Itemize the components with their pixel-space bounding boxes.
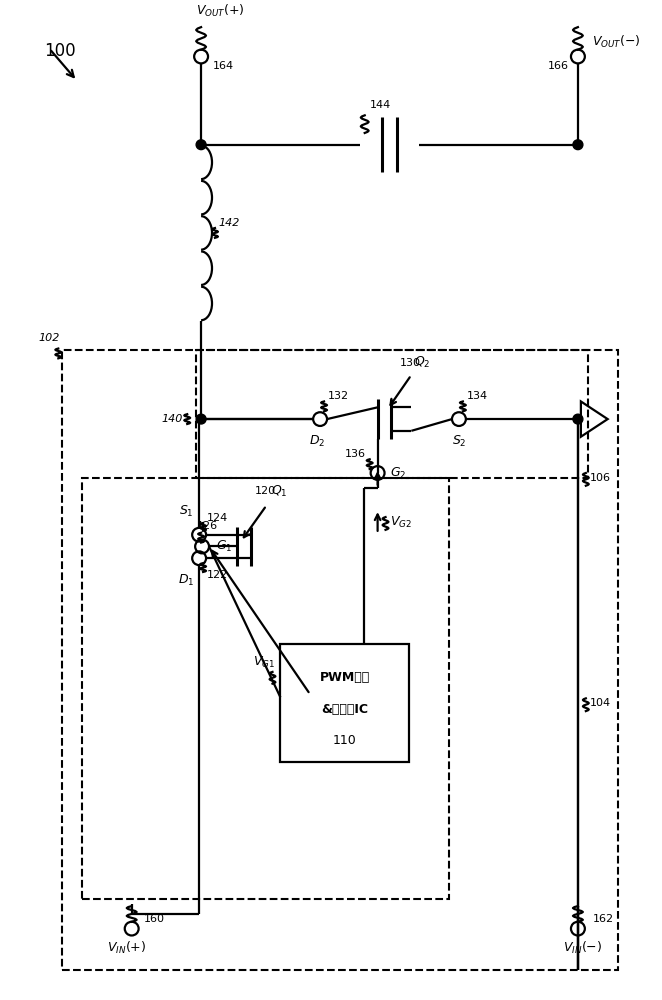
Circle shape — [196, 414, 206, 424]
Text: 136: 136 — [345, 449, 365, 459]
Text: $V_{IN}(+)$: $V_{IN}(+)$ — [107, 940, 146, 956]
Text: 124: 124 — [207, 513, 228, 523]
Bar — [62, 350, 618, 970]
Text: 130: 130 — [399, 358, 420, 368]
Text: 140: 140 — [162, 414, 183, 424]
Text: 122: 122 — [207, 570, 228, 580]
Text: 164: 164 — [213, 61, 234, 71]
Text: $G_1$: $G_1$ — [216, 539, 232, 554]
Text: 134: 134 — [467, 391, 488, 401]
Text: 126: 126 — [197, 521, 218, 531]
Bar — [82, 478, 449, 899]
Bar — [281, 644, 409, 762]
Text: 120: 120 — [255, 486, 276, 496]
Circle shape — [573, 414, 583, 424]
Bar — [196, 350, 588, 478]
Text: $V_{G1}$: $V_{G1}$ — [254, 655, 275, 670]
Circle shape — [573, 140, 583, 150]
Text: $D_2$: $D_2$ — [309, 434, 325, 449]
Text: &驱动器IC: &驱动器IC — [321, 703, 368, 716]
Text: $V_{G2}$: $V_{G2}$ — [389, 514, 412, 530]
Text: $S_2$: $S_2$ — [451, 434, 466, 449]
Text: $Q_1$: $Q_1$ — [271, 484, 287, 499]
Text: $D_1$: $D_1$ — [178, 573, 194, 588]
Text: 142: 142 — [219, 218, 240, 228]
Text: $G_2$: $G_2$ — [389, 465, 406, 481]
Text: PWM控制: PWM控制 — [320, 671, 370, 684]
Text: 144: 144 — [369, 100, 391, 110]
Text: 104: 104 — [590, 698, 611, 708]
Text: $V_{OUT}(-)$: $V_{OUT}(-)$ — [592, 34, 641, 50]
Text: $V_{OUT}(+)$: $V_{OUT}(+)$ — [196, 3, 245, 19]
Text: $Q_2$: $Q_2$ — [414, 355, 431, 370]
Text: 132: 132 — [328, 391, 349, 401]
Text: 160: 160 — [144, 914, 165, 924]
Circle shape — [196, 140, 206, 150]
Text: 100: 100 — [44, 42, 76, 60]
Text: 106: 106 — [590, 473, 611, 483]
Text: $V_{IN}(-)$: $V_{IN}(-)$ — [563, 940, 602, 956]
Text: 166: 166 — [548, 61, 569, 71]
Text: 102: 102 — [39, 333, 60, 343]
Text: 110: 110 — [333, 734, 357, 747]
Text: 162: 162 — [592, 914, 614, 924]
Text: $S_1$: $S_1$ — [179, 504, 194, 519]
